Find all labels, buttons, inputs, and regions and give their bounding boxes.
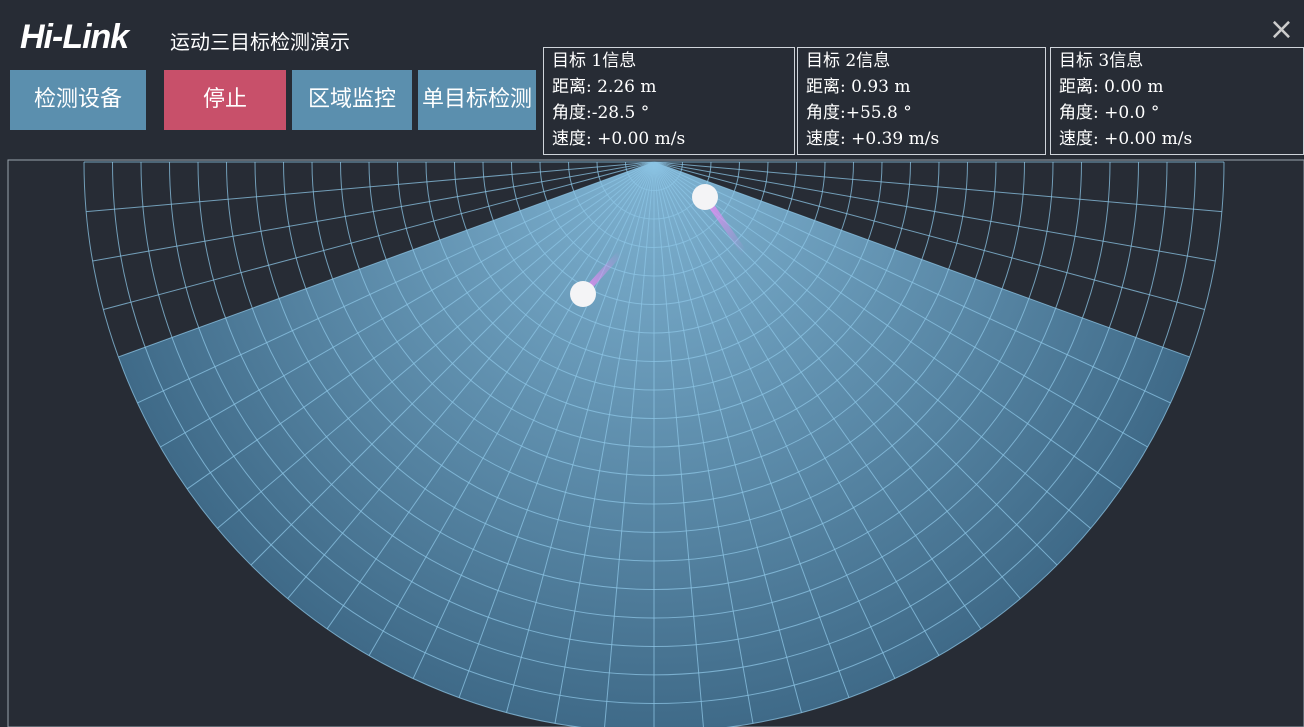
radial-line: [250, 161, 655, 566]
close-button[interactable]: ×: [1268, 12, 1294, 47]
radial-line: [653, 161, 1216, 262]
radial-line: [653, 161, 1222, 213]
radial-line: [653, 161, 1122, 490]
radial-line: [505, 161, 655, 713]
distance: 距离: 0.93 m: [806, 77, 911, 97]
radial-line: [653, 161, 1171, 404]
angle: 角度: +0.0 °: [1059, 103, 1160, 123]
target-panel: 目标 2信息 距离: 0.93 m 角度:+55.8 ° 速度: +0.39 m…: [797, 47, 1046, 155]
speed: 速度: +0.00 m/s: [552, 129, 686, 149]
button[interactable]: 单目标检测: [418, 70, 536, 130]
distance: 距离: 0.00 m: [1059, 77, 1164, 97]
radial-line: [103, 161, 655, 311]
speed: 速度: +0.39 m/s: [806, 129, 940, 149]
radial-line: [86, 161, 655, 213]
radial-line: [653, 161, 704, 727]
radial-line: [653, 161, 1190, 358]
radial-line: [653, 161, 1058, 566]
button[interactable]: 区域监控: [292, 70, 412, 130]
target-dot: [692, 184, 718, 210]
distance: 距离: 2.26 m: [552, 77, 657, 97]
radial-line: [368, 161, 655, 656]
radial-line: [653, 161, 803, 713]
radial-line: [653, 161, 940, 656]
target-panel: 目标 3信息 距离: 0.00 m 角度: +0.0 ° 速度: +0.00 m…: [1050, 47, 1304, 155]
angle: 角度:-28.5 °: [552, 103, 650, 123]
radial-line: [653, 161, 850, 698]
panel-title: 目标 2信息: [806, 51, 891, 71]
radial-line: [653, 161, 1148, 448]
radial-line: [137, 161, 655, 404]
panel-title: 目标 3信息: [1059, 51, 1144, 71]
radial-line: [653, 161, 982, 630]
radial-line: [653, 161, 754, 724]
angle: 角度:+55.8 °: [806, 103, 912, 123]
radial-line: [92, 161, 655, 262]
radial-line: [653, 161, 896, 679]
panel-title: 目标 1信息: [552, 51, 637, 71]
radial-line: [217, 161, 655, 529]
logo: Hi-Link: [20, 18, 129, 56]
radial-line: [554, 161, 655, 724]
radial-line: [604, 161, 655, 727]
radial-line: [412, 161, 655, 679]
radial-line: [118, 161, 655, 358]
target-panel: 目标 1信息 距离: 2.26 m 角度:-28.5 ° 速度: +0.00 m…: [543, 47, 795, 155]
radial-line: [653, 161, 1205, 311]
radial-line: [326, 161, 655, 630]
radial-line: [653, 161, 1021, 599]
app-title: 运动三目标检测演示: [170, 30, 350, 54]
button[interactable]: 停止: [164, 70, 286, 130]
radial-line: [186, 161, 655, 490]
radial-line: [287, 161, 655, 599]
speed: 速度: +0.00 m/s: [1059, 129, 1193, 149]
radar-grid: [83, 161, 1225, 727]
radial-line: [160, 161, 655, 448]
range-ring: [83, 161, 1225, 727]
target-dot: [570, 281, 596, 307]
button[interactable]: 检测设备: [10, 70, 146, 130]
